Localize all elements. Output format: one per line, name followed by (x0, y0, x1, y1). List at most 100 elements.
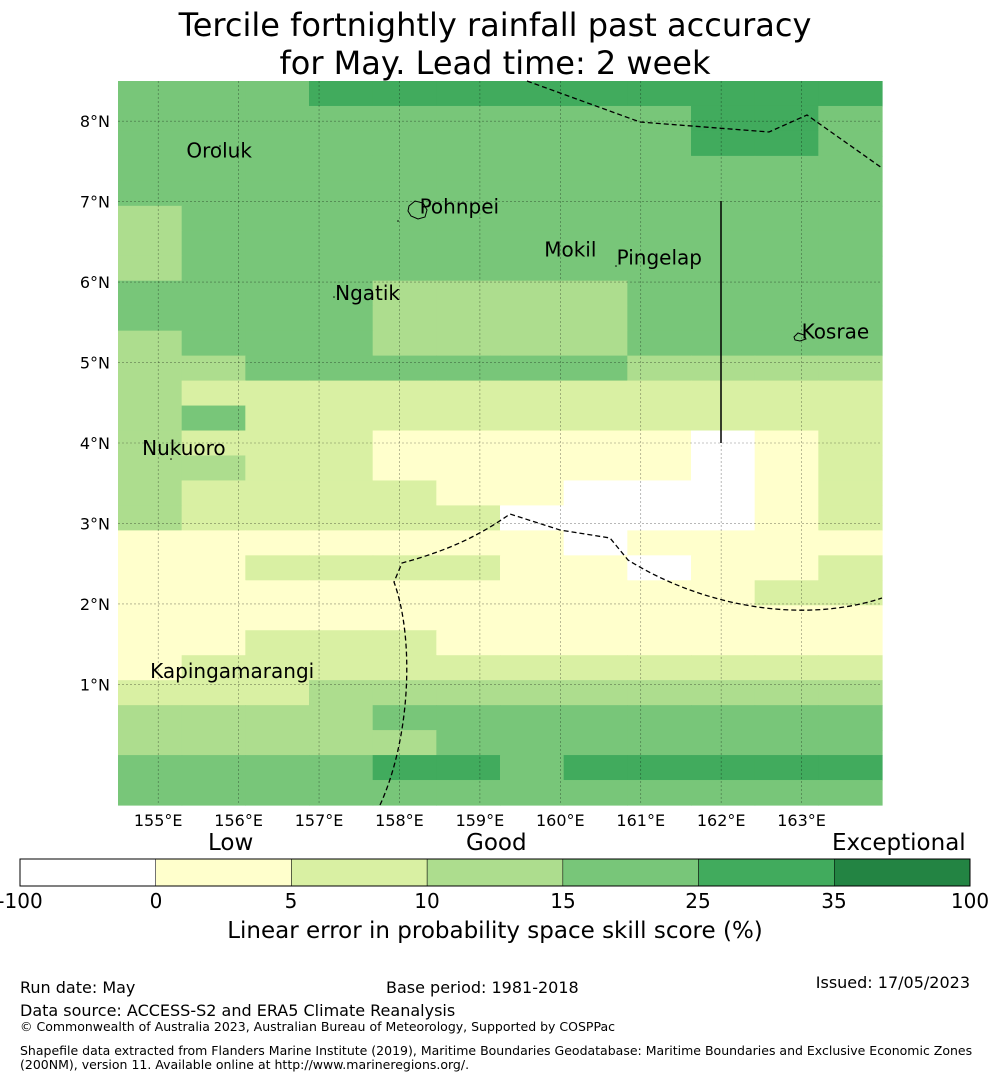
place-label: Pingelap (617, 245, 702, 269)
map-grid-cell (754, 230, 819, 257)
map-grid-cell (627, 655, 692, 681)
latitude-tick-label: 3°N (80, 514, 110, 533)
issued-date: Issued: 17/05/2023 (815, 973, 970, 992)
map-grid-cell (500, 780, 565, 806)
map-grid-cell (563, 155, 628, 182)
map-grid-cell (754, 730, 819, 756)
map-grid-cell (436, 730, 501, 756)
map-grid-cell (436, 380, 501, 407)
colorbar-segment (698, 858, 835, 887)
map-grid-cell (118, 730, 183, 756)
map-grid-cell (691, 655, 756, 681)
map-grid-cell (181, 405, 246, 432)
chart-title-line1: Tercile fortnightly rainfall past accura… (178, 6, 812, 44)
map-grid-cell (245, 530, 310, 556)
map-grid-cell (181, 480, 246, 507)
map-grid-cell (372, 530, 437, 556)
map-grid-cell (500, 280, 565, 307)
map-grid-cell (372, 305, 437, 332)
map-grid-cell (818, 730, 883, 756)
map-grid-cell (372, 630, 437, 656)
map-grid-cell (309, 655, 374, 681)
map-grid-cell (500, 230, 565, 257)
map-grid-cell (691, 630, 756, 656)
map-grid-cell (563, 730, 628, 756)
colorbar-tick-label: 35 (821, 889, 847, 913)
colorbar-tick-label: 25 (685, 889, 711, 913)
map-grid-cell (500, 655, 565, 681)
map-grid-cell (754, 780, 819, 806)
colorbar-tick-label: -100 (0, 889, 43, 913)
map-grid-cell (754, 81, 819, 107)
map-grid-cell (372, 755, 437, 781)
map-grid-cell (818, 530, 883, 556)
map-grid-cell (118, 81, 183, 107)
map-grid-cell (818, 680, 883, 706)
map-grid-cell (309, 155, 374, 182)
map-grid-cell (245, 280, 310, 307)
map-grid-cell (309, 280, 374, 307)
map-grid-cell (627, 355, 692, 382)
map-grid-cell (500, 680, 565, 706)
map-grid-cell (500, 755, 565, 781)
map-grid-cell (563, 230, 628, 257)
map-grid-cell (754, 680, 819, 706)
map-grid-cell (181, 605, 246, 631)
map-grid-cell (245, 630, 310, 656)
map-grid-cell (118, 605, 183, 631)
colorbar-segment (834, 858, 971, 887)
map-grid-cell (372, 555, 437, 581)
map-grid-cell (818, 555, 883, 581)
map-grid-cell (627, 180, 692, 207)
map-grid-cell (754, 255, 819, 282)
map-grid-cell (118, 330, 183, 357)
latitude-tick-label: 8°N (80, 112, 110, 131)
map-grid-cell (627, 455, 692, 482)
map-grid-cell (691, 580, 756, 606)
map-grid-cell (118, 205, 183, 232)
map-grid-cell (500, 380, 565, 407)
colorbar-segment (155, 858, 292, 887)
map-grid-cell (181, 355, 246, 382)
map-grid-cell (818, 280, 883, 307)
map-grid-cell (627, 605, 692, 631)
map-grid-cell (691, 205, 756, 232)
map-grid-cell (181, 580, 246, 606)
map-grid-cell (500, 480, 565, 507)
map-grid-cell (563, 130, 628, 157)
map-grid-cell (181, 630, 246, 656)
map-grid-cell (372, 130, 437, 157)
map-grid-cell (627, 430, 692, 457)
map-grid-cell (436, 480, 501, 507)
map-grid-cell (118, 105, 183, 132)
map-grid-cell (691, 255, 756, 282)
map-grid-cell (627, 255, 692, 282)
colorbar-category-low: Low (208, 830, 254, 856)
map-grid-cell (372, 255, 437, 282)
map-grid-cell (245, 780, 310, 806)
map-grid-cell (818, 205, 883, 232)
map-grid-cell (627, 305, 692, 332)
map-grid-cell (181, 205, 246, 232)
colorbar-segment (426, 858, 564, 887)
colorbar-category-exceptional: Exceptional (832, 830, 966, 856)
map-grid-cell (627, 230, 692, 257)
map-grid-cell (309, 380, 374, 407)
map-grid-cell (118, 430, 183, 457)
map-grid-cell (372, 580, 437, 606)
map-grid-cell (181, 730, 246, 756)
map-grid-cell (118, 405, 183, 432)
map-grid-cell (627, 130, 692, 157)
latitude-tick-label: 2°N (80, 595, 110, 614)
map-grid-cell (563, 255, 628, 282)
map-grid-cell (627, 81, 692, 107)
map-grid-cell (245, 155, 310, 182)
map-grid-cell (818, 405, 883, 432)
map-grid-cell (436, 430, 501, 457)
colorbar-tick-label: 0 (149, 889, 163, 913)
map-grid-cell (818, 580, 883, 606)
map-grid-cell (500, 605, 565, 631)
map-grid-cell (563, 180, 628, 207)
map-grid-cell (118, 505, 183, 531)
atoll-marker (219, 145, 221, 147)
